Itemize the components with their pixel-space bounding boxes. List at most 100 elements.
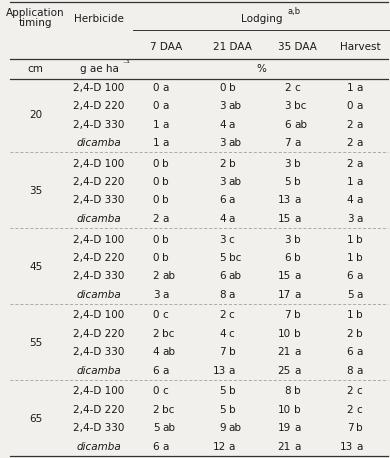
Text: b: b — [162, 196, 169, 206]
Text: 0: 0 — [153, 196, 160, 206]
Text: 2,4-D 100: 2,4-D 100 — [73, 159, 125, 169]
Text: 4: 4 — [219, 329, 225, 339]
Text: b: b — [356, 311, 363, 321]
Text: 1: 1 — [153, 120, 160, 130]
Text: 2: 2 — [347, 159, 353, 169]
Text: a: a — [356, 196, 363, 206]
Text: 0: 0 — [153, 101, 160, 111]
Text: bc: bc — [162, 405, 175, 415]
Text: ab: ab — [229, 138, 242, 148]
Text: 21: 21 — [278, 347, 291, 357]
Text: 3: 3 — [284, 159, 291, 169]
Text: 21 DAA: 21 DAA — [213, 42, 252, 52]
Text: a: a — [294, 272, 300, 281]
Text: ⁻¹: ⁻¹ — [123, 59, 131, 68]
Text: a: a — [294, 365, 300, 376]
Text: Herbicide: Herbicide — [74, 14, 124, 24]
Text: 6: 6 — [284, 120, 291, 130]
Text: 1: 1 — [347, 177, 353, 187]
Text: a: a — [356, 177, 363, 187]
Text: b: b — [294, 405, 301, 415]
Text: ab: ab — [229, 101, 242, 111]
Text: c: c — [229, 234, 234, 245]
Text: c: c — [294, 83, 300, 93]
Text: Application: Application — [6, 8, 65, 18]
Text: 25: 25 — [278, 365, 291, 376]
Text: 13: 13 — [278, 196, 291, 206]
Text: b: b — [356, 329, 363, 339]
Text: 2,4-D 330: 2,4-D 330 — [73, 347, 125, 357]
Text: 3: 3 — [219, 234, 225, 245]
Text: b: b — [229, 387, 235, 396]
Text: a: a — [294, 290, 300, 300]
Text: a: a — [162, 120, 169, 130]
Text: a: a — [356, 159, 363, 169]
Text: c: c — [356, 387, 362, 396]
Text: 3: 3 — [284, 101, 291, 111]
Text: 35: 35 — [29, 186, 42, 196]
Text: 20: 20 — [29, 110, 42, 120]
Text: 2,4-D 220: 2,4-D 220 — [73, 101, 125, 111]
Text: 2,4-D 220: 2,4-D 220 — [73, 329, 125, 339]
Text: c: c — [162, 387, 168, 396]
Text: 7: 7 — [284, 311, 291, 321]
Text: b: b — [162, 234, 169, 245]
Text: dicamba: dicamba — [77, 138, 121, 148]
Text: a: a — [229, 365, 235, 376]
Text: b: b — [294, 234, 301, 245]
Text: bc: bc — [162, 329, 175, 339]
Text: 5: 5 — [219, 387, 225, 396]
Text: b: b — [162, 253, 169, 263]
Text: a: a — [294, 214, 300, 224]
Text: 17: 17 — [278, 290, 291, 300]
Text: ab: ab — [162, 272, 176, 281]
Text: 13: 13 — [340, 442, 353, 452]
Text: 1: 1 — [347, 311, 353, 321]
Text: 21: 21 — [278, 442, 291, 452]
Text: a: a — [356, 120, 363, 130]
Text: b: b — [294, 177, 301, 187]
Text: 2: 2 — [284, 83, 291, 93]
Text: b: b — [229, 159, 235, 169]
Text: 6: 6 — [219, 272, 225, 281]
Text: a: a — [356, 214, 363, 224]
Text: a: a — [356, 138, 363, 148]
Text: bc: bc — [229, 253, 241, 263]
Text: 10: 10 — [278, 329, 291, 339]
Text: a: a — [162, 290, 169, 300]
Text: a: a — [356, 365, 363, 376]
Text: c: c — [356, 405, 362, 415]
Text: a: a — [294, 138, 300, 148]
Text: 1: 1 — [347, 234, 353, 245]
Text: 10: 10 — [278, 405, 291, 415]
Text: 6: 6 — [284, 253, 291, 263]
Text: 45: 45 — [29, 262, 42, 272]
Text: 15: 15 — [278, 272, 291, 281]
Text: b: b — [356, 253, 363, 263]
Text: 4: 4 — [347, 196, 353, 206]
Text: 2,4-D 330: 2,4-D 330 — [73, 272, 125, 281]
Text: %: % — [256, 64, 266, 74]
Text: b: b — [294, 329, 301, 339]
Text: a: a — [229, 196, 235, 206]
Text: 2: 2 — [219, 159, 225, 169]
Text: a: a — [162, 365, 169, 376]
Text: 6: 6 — [219, 196, 225, 206]
Text: 2,4-D 100: 2,4-D 100 — [73, 311, 125, 321]
Text: 0: 0 — [153, 177, 160, 187]
Text: ab: ab — [229, 272, 242, 281]
Text: 2,4-D 100: 2,4-D 100 — [73, 234, 125, 245]
Text: 5: 5 — [219, 253, 225, 263]
Text: c: c — [229, 311, 234, 321]
Text: 5: 5 — [284, 177, 291, 187]
Text: 4: 4 — [219, 120, 225, 130]
Text: b: b — [294, 253, 301, 263]
Text: 2,4-D 330: 2,4-D 330 — [73, 196, 125, 206]
Text: a: a — [294, 423, 300, 433]
Text: 5: 5 — [347, 290, 353, 300]
Text: 0: 0 — [153, 253, 160, 263]
Text: bc: bc — [294, 101, 307, 111]
Text: Harvest: Harvest — [340, 42, 381, 52]
Text: b: b — [356, 234, 363, 245]
Text: ab: ab — [294, 120, 307, 130]
